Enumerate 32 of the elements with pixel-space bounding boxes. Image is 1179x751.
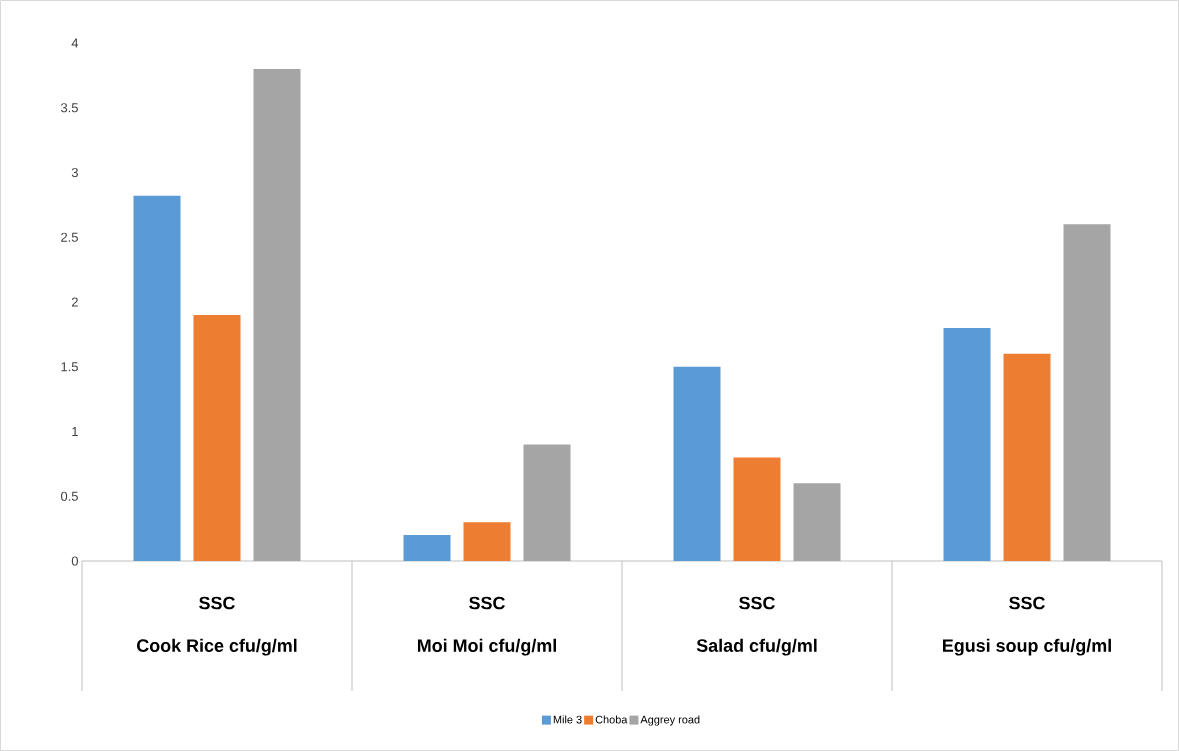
bar [403, 535, 451, 561]
bar [673, 366, 721, 561]
bar [253, 68, 301, 561]
x-tick-label: Egusi soup cfu/g/ml [943, 638, 1111, 656]
bar [1003, 353, 1051, 561]
y-tick-label: 1 [72, 427, 78, 436]
legend-label: Mile 3 [553, 715, 582, 724]
bar [133, 195, 181, 561]
legend-label: Choba [595, 715, 628, 724]
y-tick-label: 2 [71, 297, 78, 307]
bar [793, 483, 841, 561]
legend-label: Aggrey road [640, 715, 700, 726]
text: SSC [199, 596, 235, 610]
y-tick-label: 0 [71, 556, 78, 566]
y-tick-label: 2.5 [61, 232, 78, 242]
bar [193, 314, 241, 561]
bar [463, 522, 511, 561]
x-tick-label: Salad cfu/g/ml [696, 638, 817, 656]
bar [523, 444, 571, 561]
text: SSC [1009, 596, 1045, 610]
y-tick-label: 3 [71, 167, 78, 178]
bar [943, 327, 991, 561]
y-tick-label: 4 [71, 38, 79, 48]
y-tick-label: 3.5 [60, 103, 78, 113]
y-tick-label: 1.5 [61, 362, 78, 372]
x-tick-label: Cook Rice cfu/g/ml [137, 638, 297, 656]
x-tick-label: Moi Moi cfu/g/ml [417, 638, 556, 656]
bar [733, 457, 781, 561]
bar [1063, 224, 1111, 561]
text: SSC [739, 596, 775, 610]
text: SSC [469, 596, 505, 610]
y-tick-label: 0.5 [60, 491, 78, 501]
